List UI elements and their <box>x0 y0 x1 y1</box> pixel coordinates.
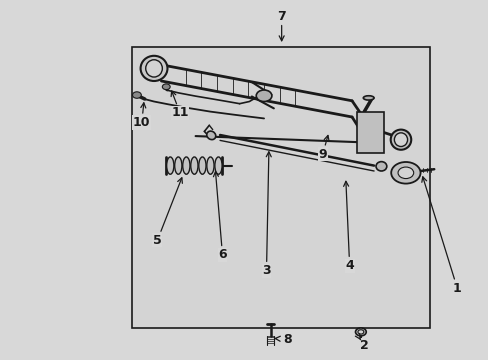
Ellipse shape <box>183 157 189 174</box>
Ellipse shape <box>393 133 407 147</box>
Bar <box>132 47 429 328</box>
Ellipse shape <box>206 131 215 140</box>
Ellipse shape <box>355 328 366 336</box>
Ellipse shape <box>206 157 214 174</box>
Ellipse shape <box>363 96 373 100</box>
Ellipse shape <box>190 157 198 174</box>
Ellipse shape <box>174 157 182 174</box>
Circle shape <box>390 162 420 184</box>
Text: 1: 1 <box>452 282 461 294</box>
Text: 11: 11 <box>171 106 188 119</box>
Circle shape <box>132 92 141 98</box>
Circle shape <box>162 84 170 90</box>
Text: 4: 4 <box>345 259 353 272</box>
Text: 6: 6 <box>218 248 226 261</box>
Circle shape <box>256 90 271 102</box>
Circle shape <box>397 167 413 179</box>
Ellipse shape <box>145 60 162 77</box>
Ellipse shape <box>166 157 174 174</box>
Text: 7: 7 <box>277 10 285 23</box>
Ellipse shape <box>390 130 410 150</box>
Text: 9: 9 <box>318 148 326 161</box>
Text: 10: 10 <box>133 116 150 129</box>
Ellipse shape <box>141 56 167 81</box>
Text: 8: 8 <box>283 333 291 346</box>
Ellipse shape <box>199 157 205 174</box>
Text: 5: 5 <box>153 234 162 247</box>
Ellipse shape <box>357 330 363 334</box>
Ellipse shape <box>375 162 386 171</box>
Text: 2: 2 <box>359 339 368 352</box>
Ellipse shape <box>214 157 222 174</box>
Text: 3: 3 <box>262 264 270 277</box>
Bar <box>356 112 383 153</box>
